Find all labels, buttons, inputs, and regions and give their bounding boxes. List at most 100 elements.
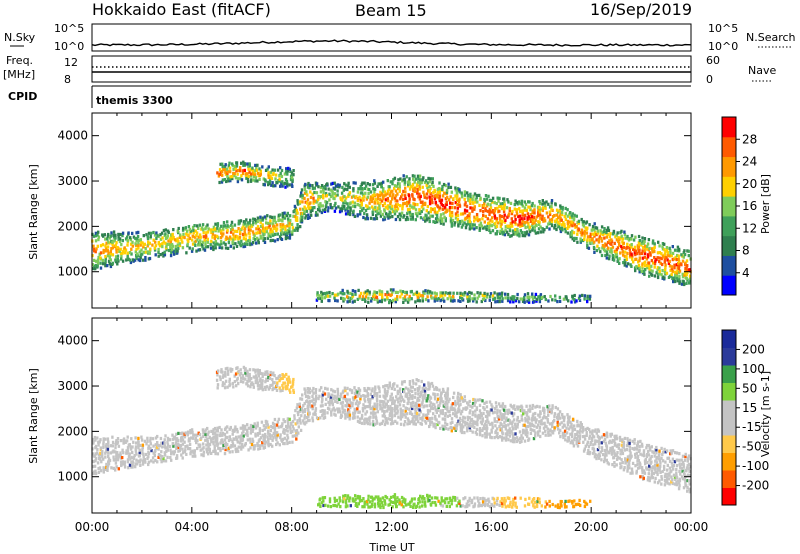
velocity-cell [530, 422, 534, 426]
velocity-cell [300, 397, 304, 401]
velocity-cell [357, 410, 360, 414]
velocity-cell [643, 469, 646, 473]
velocity-cell [405, 395, 409, 399]
power-cell [638, 268, 641, 272]
power-cell [625, 254, 628, 259]
velocity-cell [297, 431, 300, 435]
velocity-cell [159, 454, 162, 458]
velocity-cell [240, 447, 243, 451]
velocity-cell [608, 439, 612, 443]
power-cell [503, 200, 506, 204]
power-cell [313, 186, 316, 190]
power-cell [645, 247, 648, 251]
power-cell [231, 241, 234, 245]
power-cell [526, 225, 530, 229]
velocity-cell [576, 437, 579, 441]
velocity-cell [234, 449, 238, 454]
velocity-cell [179, 431, 182, 436]
power-cell [372, 207, 375, 211]
power-cell [509, 201, 513, 205]
power-cell [328, 290, 331, 295]
power-cell [681, 272, 684, 276]
velocity-cell [303, 409, 307, 414]
power-cell [96, 261, 100, 265]
power-cell [406, 211, 409, 215]
velocity-cell [602, 439, 606, 443]
velocity-cell [537, 433, 540, 437]
power-cell [336, 183, 339, 187]
velocity-cell [146, 456, 149, 460]
power-cell [537, 213, 540, 218]
power-cell [383, 217, 387, 221]
velocity-cell [384, 417, 387, 421]
velocity-cell [561, 415, 564, 419]
velocity-cell [591, 429, 594, 433]
power-cell [182, 226, 185, 230]
velocity-cell [468, 426, 471, 430]
power-cell [408, 197, 411, 201]
velocity-cell [135, 452, 138, 456]
velocity-cell [441, 387, 445, 391]
power-cell [583, 229, 587, 234]
velocity-cell [277, 425, 280, 429]
power-cell [449, 201, 452, 205]
power-cell [347, 205, 350, 209]
velocity-cell [256, 432, 260, 436]
velocity-cell [239, 434, 243, 438]
power-cell [528, 217, 531, 221]
velocity-cell [132, 455, 136, 459]
power-cell [521, 223, 524, 227]
power-cell [188, 236, 191, 240]
velocity-cell [125, 439, 129, 443]
velocity-cell [286, 421, 290, 425]
power-cell [676, 245, 680, 249]
velocity-cell [282, 430, 285, 434]
power-cell [336, 292, 340, 296]
power-cell [346, 300, 349, 304]
velocity-cell [231, 428, 234, 432]
power-cell [648, 274, 651, 278]
velocity-cell [410, 389, 414, 393]
velocity-cell [379, 403, 382, 407]
velocity-cell [304, 391, 307, 396]
velocity-cell [446, 389, 449, 393]
power-cell [284, 214, 287, 218]
power-cell [268, 179, 272, 183]
power-cell [263, 215, 267, 219]
power-cell [274, 226, 277, 230]
power-cell [209, 246, 213, 250]
velocity-cell [348, 415, 351, 419]
velocity-cell [473, 398, 477, 402]
velocity-cell [282, 418, 285, 422]
velocity-cell [490, 403, 493, 407]
cpid-panel: CPID themis 3300 [8, 85, 691, 108]
velocity-cell [106, 468, 109, 472]
power-cell [513, 214, 517, 218]
power-cell [324, 208, 327, 212]
power-cell [293, 209, 296, 213]
velocity-cell [326, 387, 329, 391]
power-cell [321, 204, 325, 208]
power-cell [396, 207, 400, 211]
velocity-cell [344, 412, 347, 416]
power-cell [94, 239, 98, 243]
velocity-cell [442, 400, 445, 404]
velocity-cell [605, 453, 608, 457]
power-cell [155, 236, 158, 240]
power-cell [457, 299, 460, 303]
power-cell [183, 236, 186, 240]
velocity-cell [263, 427, 266, 431]
velocity-cell [347, 408, 350, 412]
velocity-cell [494, 424, 497, 428]
velocity-cell [525, 418, 529, 422]
power-cell [118, 249, 121, 253]
power-cell [566, 219, 570, 223]
power-cell [564, 217, 568, 222]
power-cell [359, 187, 362, 191]
velocity-cell [636, 456, 640, 460]
power-cell [533, 295, 537, 299]
power-cell [303, 184, 306, 188]
power-cell [120, 254, 123, 258]
power-cell [355, 195, 358, 199]
velocity-cell [306, 404, 310, 408]
